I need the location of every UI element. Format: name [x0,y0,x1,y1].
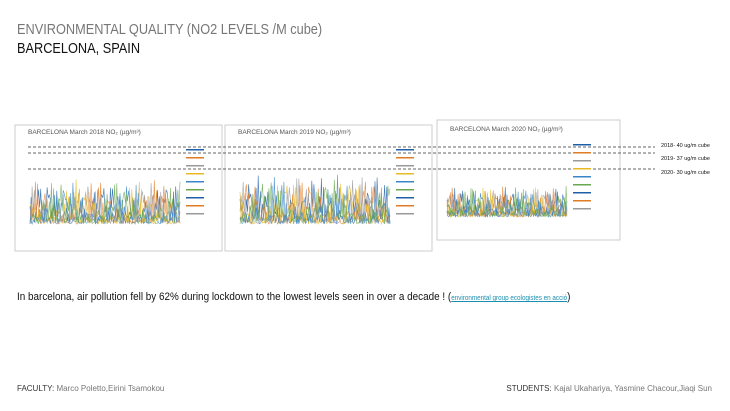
faculty: FACULTY: Marco Poletto,Eirini Tsamokou [17,384,164,393]
chart-texture [446,185,568,218]
students: STUDENTS: Kajal Ukahariya, Yasmine Chaco… [506,384,712,393]
names: Marco Poletto,Eirini Tsamokou [56,384,165,393]
source-link[interactable]: environmental group ecologistes en acció [451,295,568,302]
chart-texture [29,180,181,225]
label: STUDENTS: [506,384,552,393]
chart-texture [239,179,391,225]
subtitle: BARCELONA, SPAIN [17,40,141,57]
chart-texture [239,174,391,225]
chart-texture [29,182,181,226]
names: Kajal Ukahariya, Yasmine Chacour,Jiaqi S… [553,384,712,393]
figure-title: BARCELONA March 2019 NO₂ (µg/m³) [238,129,351,136]
body-text: In barcelona, air pollution fell by 62% … [17,291,452,303]
annotation: 2018- 40 ug/m cube [661,143,710,149]
chart-texture [29,179,181,225]
figures: BARCELONA March 2018 NO₂ (µg/m³) BARCELO… [14,119,710,252]
chart-texture [446,190,568,218]
figure-title: BARCELONA March 2018 NO₂ (µg/m³) [28,129,141,136]
annotation: 2020- 30 ug/m cube [661,170,710,176]
body-text: In barcelona, air pollution fell by 62% … [17,291,570,303]
panel [14,124,223,252]
panel [224,124,433,252]
figure-title: BARCELONA March 2020 NO₂ (µg/m³) [450,126,563,133]
label: FACULTY: [17,384,55,393]
legend-texture [573,144,591,210]
body-text: ) [567,291,571,303]
legend-texture [396,149,414,215]
legend-texture [186,149,204,215]
chart-texture [29,181,181,225]
title: ENVIRONMENTAL QUALITY (NO2 LEVELS /M cub… [17,21,323,38]
annotation: 2019- 37 ug/m cube [661,156,710,162]
panel [436,119,621,241]
